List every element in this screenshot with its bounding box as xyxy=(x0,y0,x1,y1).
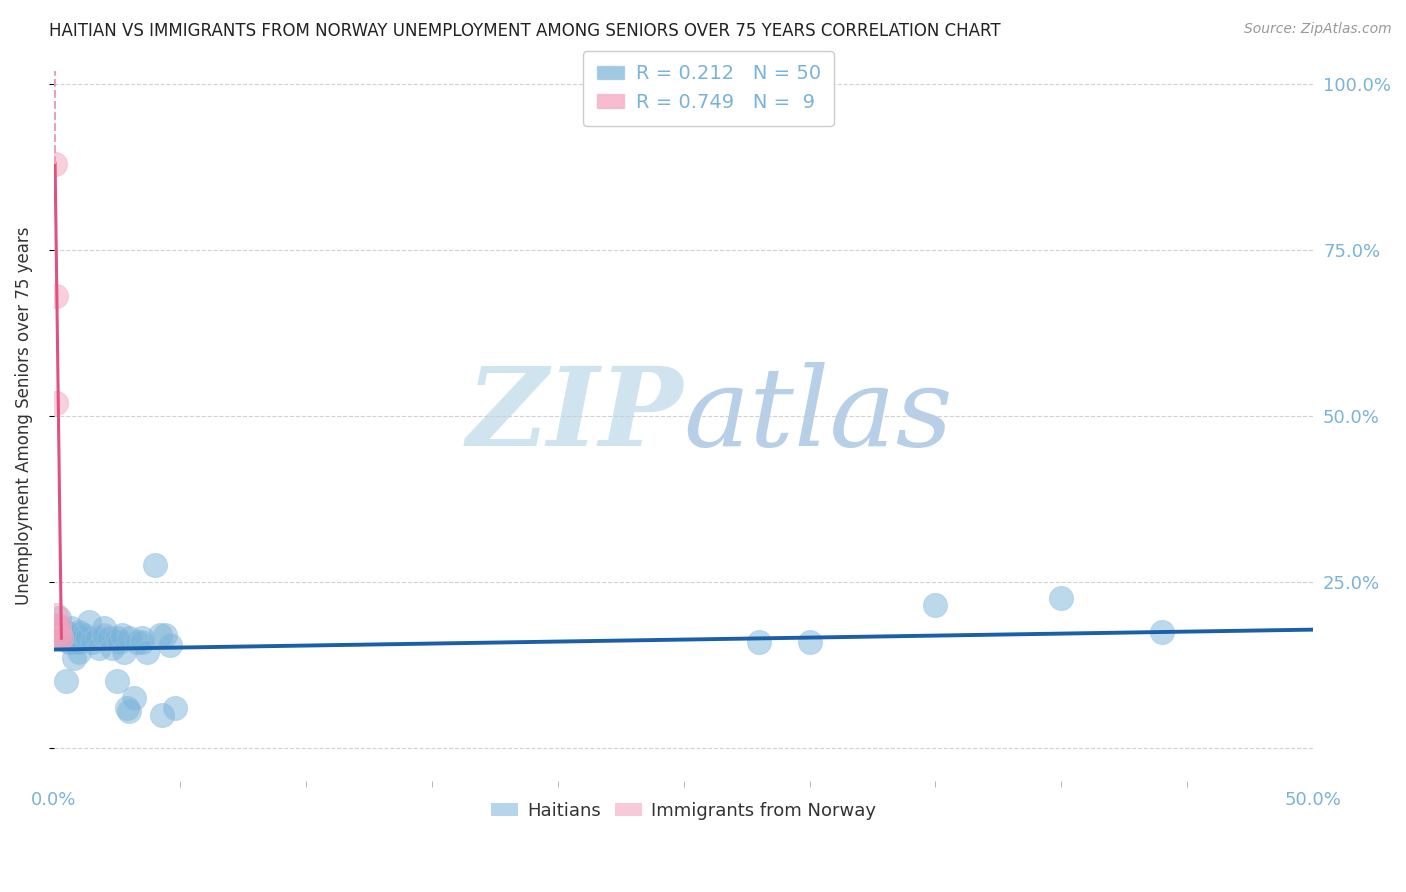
Point xyxy=(45,395,67,409)
Y-axis label: Unemployment Among Seniors over 75 years: Unemployment Among Seniors over 75 years xyxy=(15,227,32,605)
Text: Source: ZipAtlas.com: Source: ZipAtlas.com xyxy=(1244,22,1392,37)
Text: ZIP: ZIP xyxy=(467,362,683,469)
Point xyxy=(93,621,115,635)
Point xyxy=(44,156,66,170)
Point xyxy=(48,624,70,639)
Point xyxy=(143,558,166,573)
Point xyxy=(125,634,148,648)
Point xyxy=(799,634,821,648)
Point xyxy=(51,621,73,635)
Point xyxy=(89,641,111,656)
Point xyxy=(55,624,77,639)
Point xyxy=(80,634,103,648)
Point xyxy=(153,628,176,642)
Point xyxy=(124,691,146,706)
Point xyxy=(86,632,108,646)
Point xyxy=(73,628,96,642)
Text: atlas: atlas xyxy=(683,362,953,469)
Point xyxy=(52,632,75,646)
Point xyxy=(58,634,80,648)
Point xyxy=(67,644,90,658)
Point xyxy=(98,632,121,646)
Point xyxy=(48,611,70,625)
Point xyxy=(105,632,128,646)
Point xyxy=(48,632,70,646)
Point xyxy=(100,641,122,656)
Text: HAITIAN VS IMMIGRANTS FROM NORWAY UNEMPLOYMENT AMONG SENIORS OVER 75 YEARS CORRE: HAITIAN VS IMMIGRANTS FROM NORWAY UNEMPL… xyxy=(49,22,1001,40)
Point xyxy=(67,624,90,639)
Point xyxy=(108,634,131,648)
Point xyxy=(105,674,128,689)
Point xyxy=(150,707,173,722)
Point xyxy=(60,621,83,635)
Point xyxy=(60,634,83,648)
Point xyxy=(112,644,135,658)
Point xyxy=(131,632,153,646)
Point xyxy=(159,638,181,652)
Point xyxy=(111,628,134,642)
Point xyxy=(93,628,115,642)
Point xyxy=(45,618,67,632)
Point xyxy=(136,644,159,658)
Point xyxy=(149,628,172,642)
Point xyxy=(45,607,67,622)
Point xyxy=(163,701,186,715)
Point xyxy=(1050,591,1073,606)
Point xyxy=(48,618,70,632)
Point xyxy=(55,674,77,689)
Legend: Haitians, Immigrants from Norway: Haitians, Immigrants from Norway xyxy=(484,794,883,827)
Point xyxy=(118,704,141,718)
Point xyxy=(65,634,87,648)
Point xyxy=(118,632,141,646)
Point xyxy=(67,634,90,648)
Point xyxy=(45,289,67,303)
Point xyxy=(48,632,70,646)
Point xyxy=(63,651,86,665)
Point xyxy=(45,618,67,632)
Point xyxy=(1152,624,1174,639)
Point xyxy=(77,615,100,629)
Point xyxy=(65,628,87,642)
Point xyxy=(51,632,73,646)
Point xyxy=(748,634,770,648)
Point xyxy=(115,701,138,715)
Point xyxy=(924,598,946,612)
Point xyxy=(76,632,98,646)
Point xyxy=(131,634,153,648)
